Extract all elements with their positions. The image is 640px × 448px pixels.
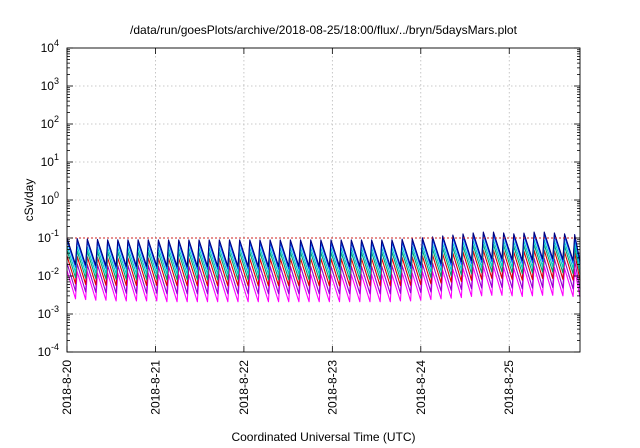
y-tick-exponent: 2: [54, 114, 59, 124]
x-tick-labels: 2018-8-20 2018-8-21 2018-8-22 2018-8-23 2018…: [60, 360, 516, 415]
y-tick-base: 10: [38, 307, 52, 321]
y-tick-exponent: 3: [54, 76, 59, 86]
y-tick-exponent: -3: [51, 304, 59, 314]
series-line-0: [66, 265, 581, 303]
y-tick-exponent: 1: [54, 152, 59, 162]
y-tick-base: 10: [41, 79, 55, 93]
y-tick-label: 101: [41, 152, 59, 169]
y-tick-label: 10-2: [38, 266, 59, 283]
y-tick-label: 104: [41, 38, 59, 55]
y-tick-label: 103: [41, 76, 59, 93]
y-tick-label: 10-1: [38, 228, 59, 245]
y-tick-base: 10: [41, 41, 55, 55]
y-tick-exponent: 0: [54, 190, 59, 200]
y-tick-label: 10-3: [38, 304, 59, 321]
series-line-5: [66, 234, 581, 270]
y-tick-base: 10: [38, 269, 52, 283]
y-tick-exponent: -1: [51, 228, 59, 238]
chart-title: /data/run/goesPlots/archive/2018-08-25/1…: [130, 23, 518, 37]
x-tick-label: 2018-8-22: [237, 360, 251, 415]
x-tick-label: 2018-8-24: [414, 360, 428, 415]
x-tick-label: 2018-8-20: [60, 360, 74, 415]
y-axis-label: cSv/day: [22, 179, 36, 222]
x-tick-label: 2018-8-25: [502, 360, 516, 415]
x-axis-label: Coordinated Universal Time (UTC): [231, 430, 415, 444]
series-line-6: [66, 231, 581, 268]
series-layer: [66, 231, 581, 303]
y-tick-exponent: 4: [54, 38, 59, 48]
series-line-2: [66, 249, 581, 287]
y-tick-base: 10: [38, 231, 52, 245]
y-tick-base: 10: [41, 193, 55, 207]
x-tick-label: 2018-8-21: [148, 360, 162, 415]
tick-layer: [66, 47, 580, 353]
y-tick-base: 10: [38, 345, 52, 359]
y-tick-base: 10: [41, 155, 55, 169]
y-tick-label: 100: [41, 190, 59, 207]
y-tick-base: 10: [41, 117, 55, 131]
y-tick-exponent: -2: [51, 266, 59, 276]
y-tick-label: 10-4: [38, 342, 59, 359]
grid-layer: [67, 48, 580, 352]
y-tick-exponent: -4: [51, 342, 59, 352]
series-line-1: [66, 257, 581, 295]
series-line-3: [66, 243, 581, 281]
y-tick-label: 102: [41, 114, 59, 131]
series-line-4: [66, 239, 581, 275]
x-tick-label: 2018-8-23: [325, 360, 339, 415]
